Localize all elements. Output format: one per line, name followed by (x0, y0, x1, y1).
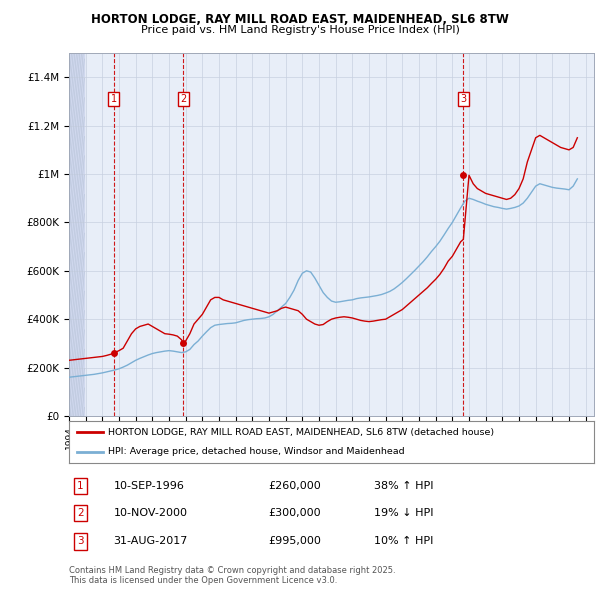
Text: Price paid vs. HM Land Registry's House Price Index (HPI): Price paid vs. HM Land Registry's House … (140, 25, 460, 35)
Text: £995,000: £995,000 (269, 536, 322, 546)
Text: £300,000: £300,000 (269, 508, 321, 517)
Text: 10% ↑ HPI: 10% ↑ HPI (373, 536, 433, 546)
Text: HPI: Average price, detached house, Windsor and Maidenhead: HPI: Average price, detached house, Wind… (109, 447, 405, 456)
Text: 3: 3 (77, 536, 84, 546)
Text: 3: 3 (460, 94, 466, 104)
Text: 2: 2 (77, 508, 84, 517)
Text: 1: 1 (111, 94, 117, 104)
Text: £260,000: £260,000 (269, 481, 321, 491)
Text: 38% ↑ HPI: 38% ↑ HPI (373, 481, 433, 491)
Text: 2: 2 (180, 94, 187, 104)
Text: 19% ↓ HPI: 19% ↓ HPI (373, 508, 433, 517)
Text: 31-AUG-2017: 31-AUG-2017 (113, 536, 188, 546)
Text: Contains HM Land Registry data © Crown copyright and database right 2025.
This d: Contains HM Land Registry data © Crown c… (69, 566, 395, 585)
Text: HORTON LODGE, RAY MILL ROAD EAST, MAIDENHEAD, SL6 8TW (detached house): HORTON LODGE, RAY MILL ROAD EAST, MAIDEN… (109, 428, 494, 437)
Text: 1: 1 (77, 481, 84, 491)
Text: 10-SEP-1996: 10-SEP-1996 (113, 481, 185, 491)
Text: 10-NOV-2000: 10-NOV-2000 (113, 508, 188, 517)
Text: HORTON LODGE, RAY MILL ROAD EAST, MAIDENHEAD, SL6 8TW: HORTON LODGE, RAY MILL ROAD EAST, MAIDEN… (91, 13, 509, 26)
